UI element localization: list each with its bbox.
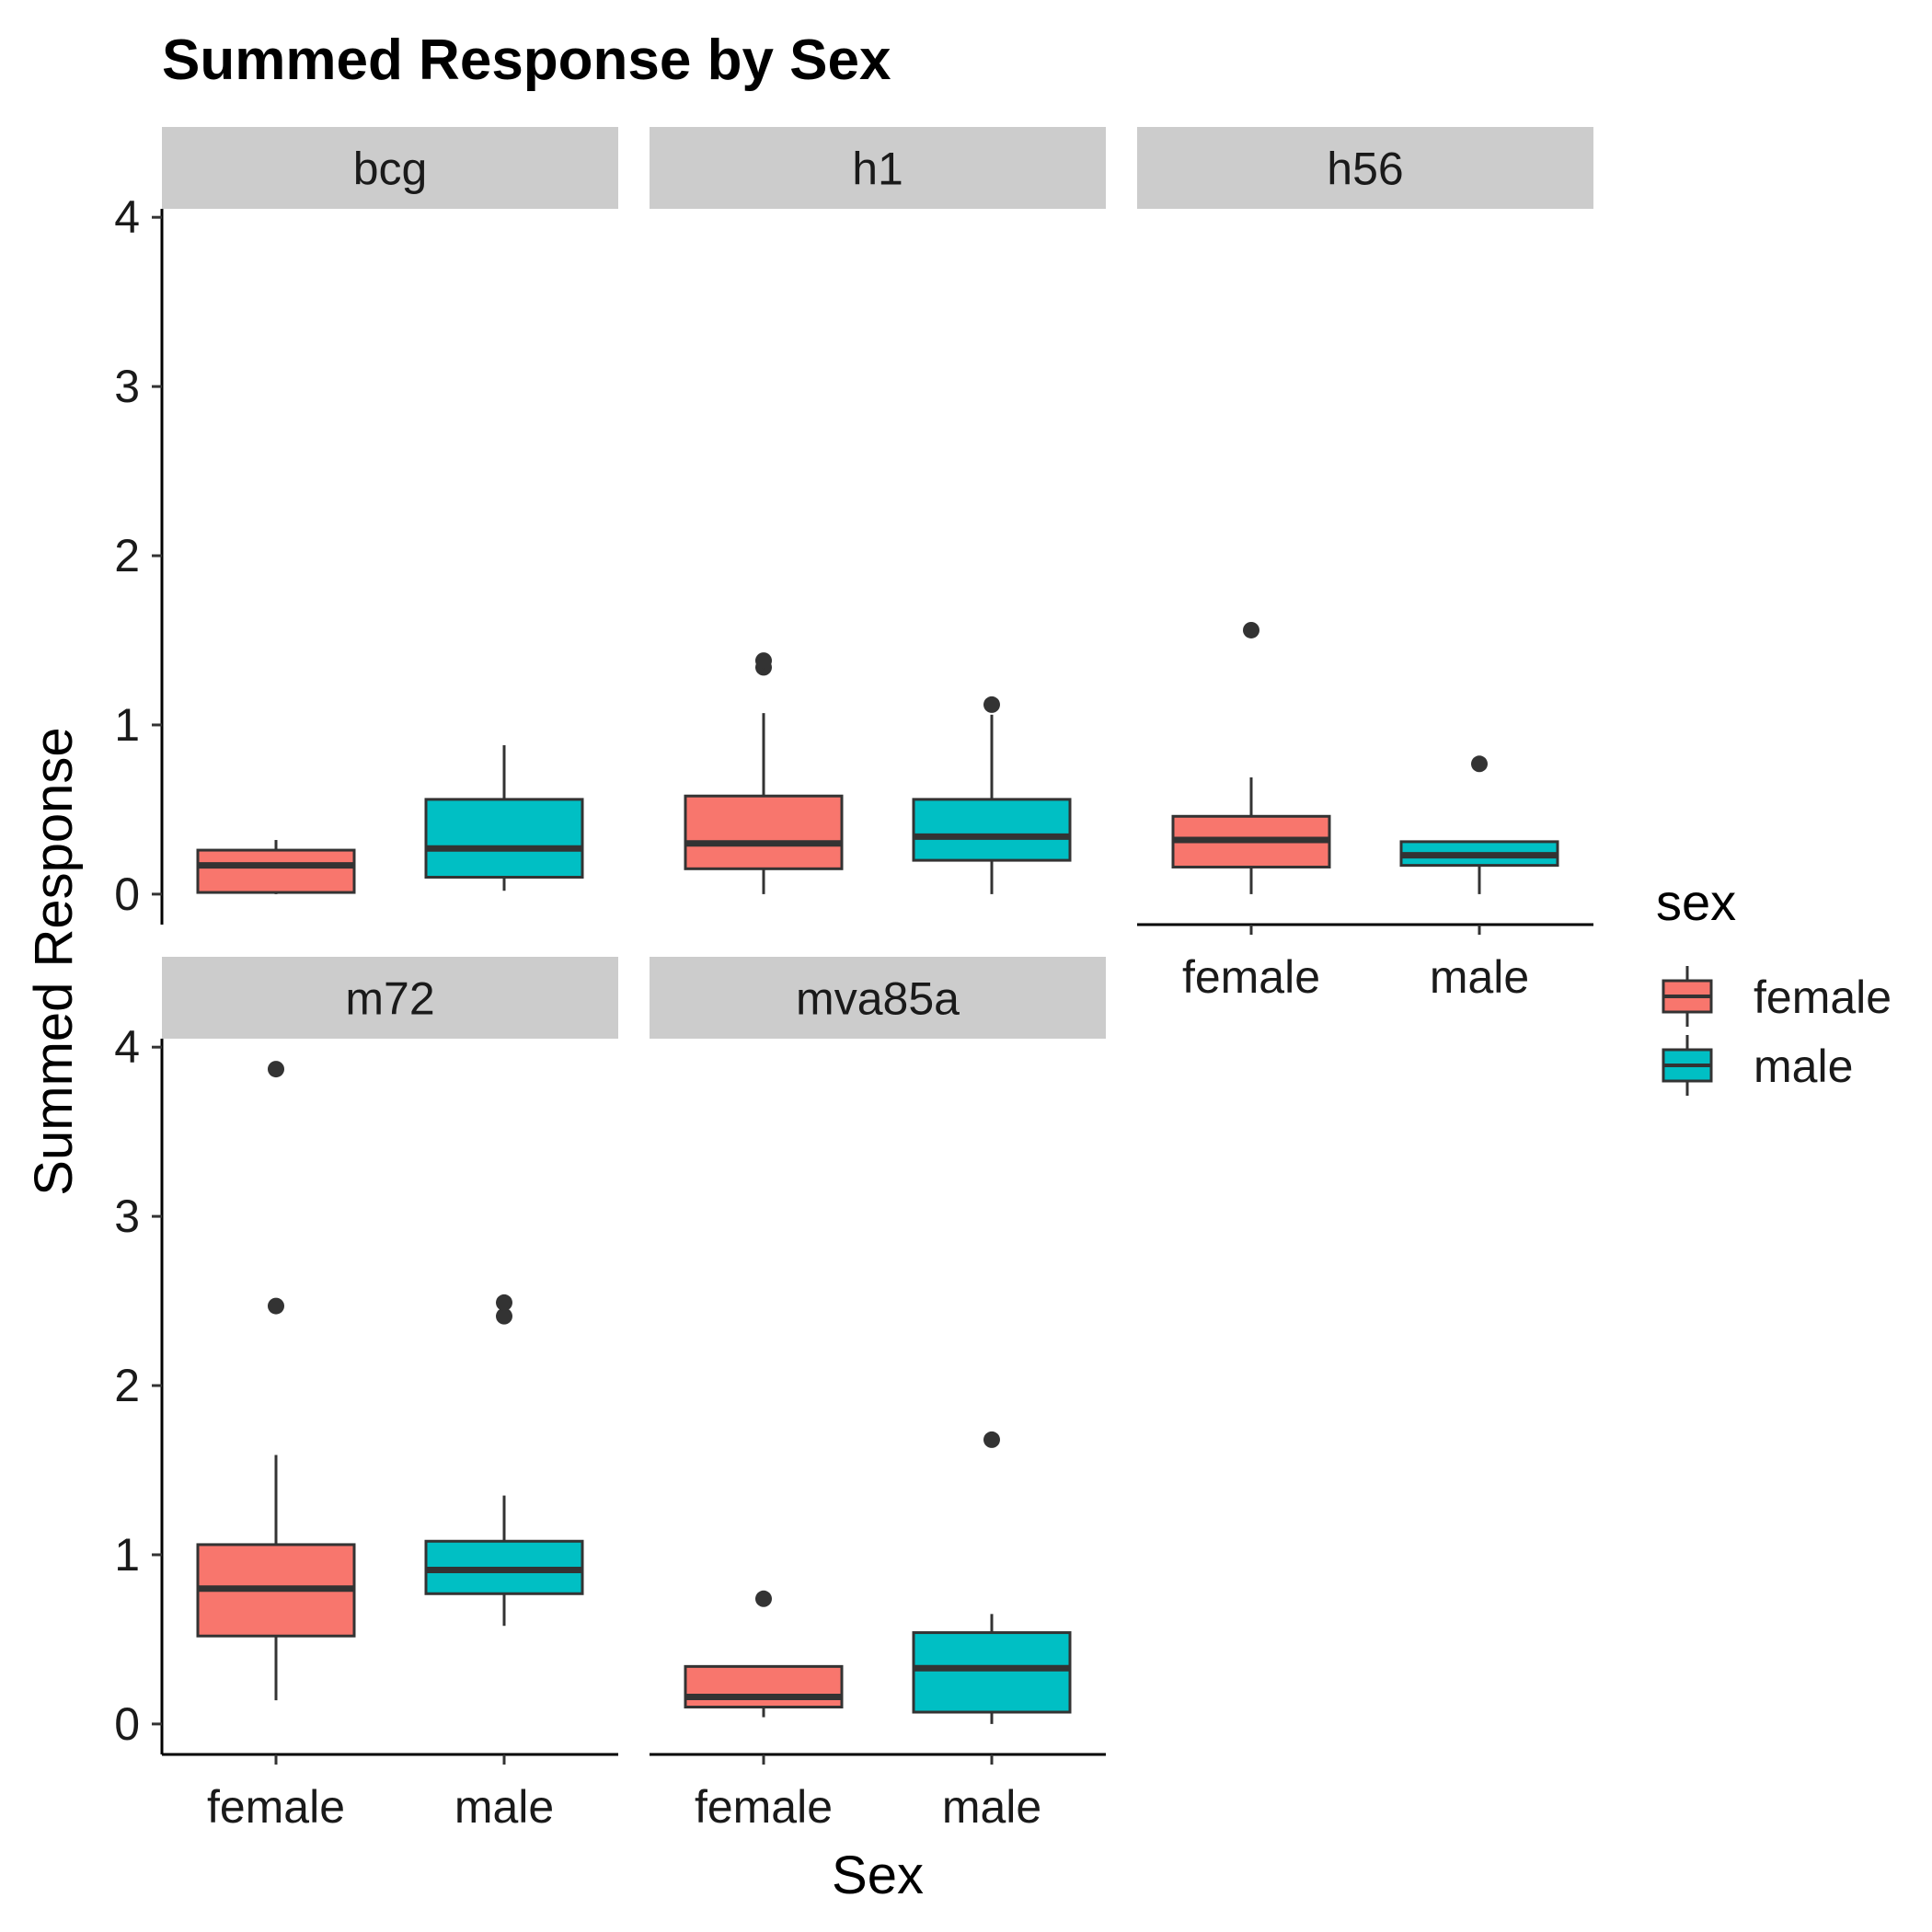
panel-h1: h1	[650, 127, 1106, 894]
outlier-point	[496, 1307, 512, 1325]
panel-h56: h56 female male	[1137, 127, 1593, 1003]
box-bcg-female	[196, 840, 356, 894]
x-tick-label: male	[942, 1781, 1041, 1833]
strip-label-h56: h56	[1327, 144, 1403, 195]
box-body	[912, 1631, 1072, 1714]
legend-key-male: male	[1662, 1035, 1853, 1096]
box-body	[424, 798, 584, 880]
strip-bcg	[162, 127, 618, 209]
box-body	[684, 794, 844, 870]
outlier-point	[268, 1061, 284, 1078]
outlier-point	[755, 1590, 772, 1607]
strip-label-m72: m72	[345, 973, 434, 1025]
strip-m72	[162, 957, 618, 1039]
outlier-point	[1471, 755, 1488, 773]
box-h1-female	[684, 652, 844, 894]
legend-title: sex	[1656, 873, 1736, 931]
strip-h1	[650, 127, 1106, 209]
panel-m72: m72 0 1 2 3 4 female male	[114, 957, 618, 1833]
x-tick-label: female	[695, 1781, 833, 1833]
x-axis-title: Sex	[832, 1846, 924, 1905]
box-mva85a-male	[912, 1431, 1072, 1724]
box-body	[912, 798, 1072, 862]
outlier-point	[1243, 621, 1259, 638]
x-axis-h56: female male	[1137, 923, 1593, 1003]
outlier-point	[268, 1297, 284, 1315]
y-tick-label: 2	[114, 1360, 140, 1411]
chart-title: Summed Response by Sex	[162, 29, 891, 92]
box-m72-male	[424, 1294, 584, 1627]
box-bcg-male	[424, 745, 584, 891]
x-tick-label: male	[1430, 951, 1529, 1003]
facet-panels: bcg 0 1 2 3 4 h1 h56 female male m72 0 1 2 3 4 female mal…	[114, 127, 1593, 1833]
outlier-point	[755, 652, 772, 670]
y-tick-label: 0	[114, 1698, 140, 1750]
x-tick-label: female	[207, 1781, 345, 1833]
panel-bcg: bcg 0 1 2 3 4	[114, 127, 618, 925]
box-body	[196, 848, 356, 894]
box-mva85a-female	[684, 1590, 844, 1718]
strip-label-bcg: bcg	[353, 144, 428, 195]
x-tick-label: male	[454, 1781, 554, 1833]
legend-label-male: male	[1754, 1041, 1853, 1092]
x-axis-m72: female male	[162, 1753, 618, 1833]
box-h1-male	[912, 696, 1072, 894]
y-axis-title: Summed Response	[24, 727, 84, 1195]
y-tick-label: 4	[114, 191, 140, 243]
outlier-point	[983, 1431, 1000, 1448]
y-tick-label: 3	[114, 1190, 140, 1242]
box-h56-male	[1399, 755, 1559, 894]
strip-h56	[1137, 127, 1593, 209]
strip-label-mva85a: mva85a	[796, 973, 960, 1025]
y-axis-m72: 0 1 2 3 4	[114, 1021, 164, 1754]
outlier-point	[983, 696, 1000, 713]
panel-mva85a: mva85a female male	[650, 957, 1106, 1833]
y-tick-label: 4	[114, 1021, 140, 1073]
y-tick-label: 3	[114, 361, 140, 412]
y-axis-bcg: 0 1 2 3 4	[114, 191, 164, 925]
legend: sex female male	[1656, 873, 1892, 1096]
y-tick-label: 0	[114, 868, 140, 920]
strip-mva85a	[650, 957, 1106, 1039]
box-m72-female	[196, 1061, 356, 1701]
strip-label-h1: h1	[852, 144, 903, 195]
legend-label-female: female	[1754, 972, 1892, 1023]
y-tick-label: 1	[114, 699, 140, 751]
y-tick-label: 1	[114, 1529, 140, 1581]
legend-key-female: female	[1662, 966, 1892, 1027]
x-tick-label: female	[1182, 951, 1320, 1003]
box-h56-female	[1171, 621, 1331, 894]
x-axis-mva85a: female male	[650, 1753, 1106, 1833]
y-tick-label: 2	[114, 530, 140, 581]
outlier-point	[496, 1294, 512, 1311]
box-body	[684, 1664, 844, 1709]
